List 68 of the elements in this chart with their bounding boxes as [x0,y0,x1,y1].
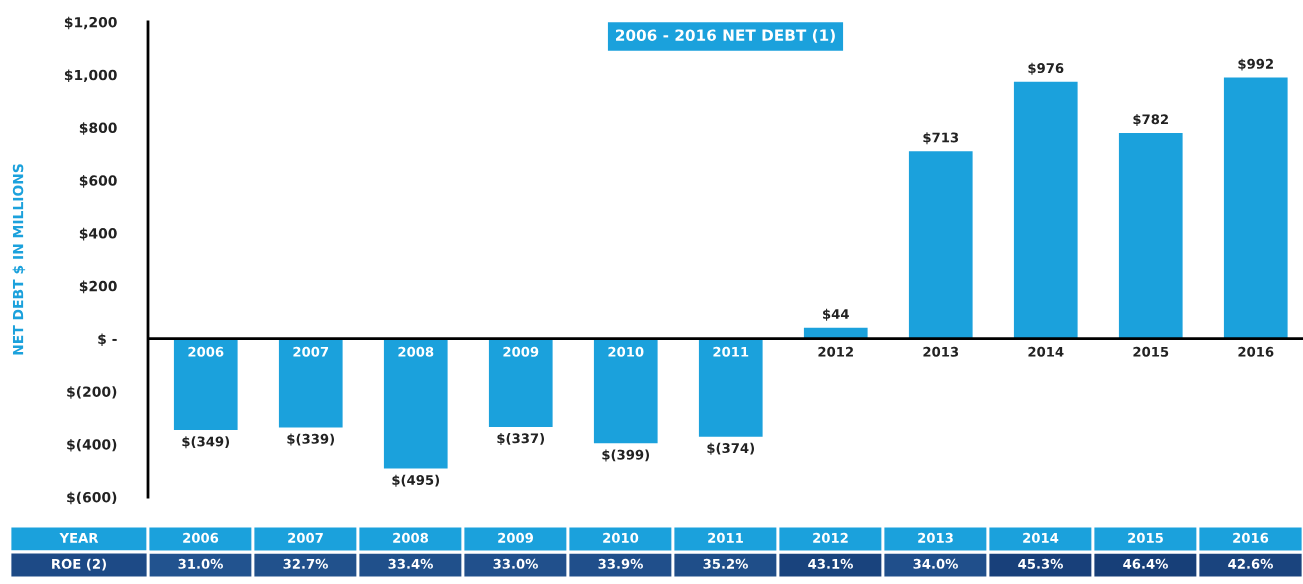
x-tick-label: 2013 [923,346,959,357]
x-tick-label: 2008 [393,532,429,543]
data-label: 43.1% [808,558,853,569]
data-label: 33.0% [493,558,538,569]
data-label: $782 [1133,114,1168,127]
y-tick-label: $600 [79,175,117,188]
data-label: $713 [923,132,959,145]
data-label: $976 [1028,62,1064,75]
x-axis-title: YEAR [59,533,99,543]
data-label: 31.0% [178,558,223,569]
y-axis-title: NET DEBT $ IN MILLIONS [12,164,26,355]
chart-title: 2006 - 2016 NET DEBT (1) [616,29,835,43]
x-tick-label: 2006 [188,346,224,357]
data-label: 45.3% [1018,558,1063,569]
bar [592,337,659,445]
bar [382,337,449,470]
x-tick-label: 2010 [603,532,639,543]
x-tick-label: 2011 [708,532,743,543]
x-tick-label: 2011 [713,346,749,357]
x-tick-label: 2013 [918,532,953,543]
data-label: $(337) [497,433,545,446]
data-label: 35.2% [703,558,748,569]
y-tick-label: ROE (2) [52,558,106,571]
data-label: $(349) [182,436,230,449]
x-tick-label: 2007 [288,532,323,543]
x-tick-label: 2007 [293,346,329,357]
y-tick-label: $(400) [67,438,117,452]
y-tick-label: $400 [79,227,117,241]
bar [1222,76,1289,340]
data-label: $(399) [602,449,650,462]
bar [697,337,764,439]
data-label: 32.7% [283,558,328,569]
data-label: $992 [1238,58,1273,71]
bar [277,337,344,429]
y-tick-label: $800 [79,122,117,135]
bar [1117,131,1184,340]
x-tick-label: 2009 [503,346,539,357]
data-label: $44 [823,308,849,321]
y-tick-label: $ - [98,333,117,346]
data-label: 34.0% [913,558,958,569]
y-tick-label: $1,200 [64,16,117,30]
x-tick-label: 2006 [183,532,219,543]
x-tick-label: 2015 [1133,346,1169,357]
y-tick-label: $(200) [67,386,117,399]
x-tick-label: 2014 [1023,532,1059,543]
data-label: $(339) [287,433,335,446]
data-label: 33.4% [388,558,433,569]
bar [907,149,974,340]
x-tick-label: 2012 [813,532,848,543]
x-tick-label: 2016 [1233,532,1269,543]
y-tick-label: $200 [79,280,117,294]
y-tick-label: $1,000 [64,69,117,83]
bar [172,337,239,432]
x-tick-label: 2015 [1128,532,1163,543]
data-label: $(495) [392,474,440,487]
bar [487,337,554,429]
y-tick-label: $(600) [67,491,117,505]
x-tick-label: 2010 [608,346,644,357]
x-tick-label: 2012 [818,346,853,357]
x-tick-label: 2009 [498,532,534,543]
bar [1012,80,1079,340]
data-label: 42.6% [1228,558,1273,569]
data-label: 46.4% [1123,558,1168,569]
x-tick-label: 2008 [398,346,434,357]
x-tick-label: 2016 [1238,346,1274,357]
x-tick-label: 2014 [1028,346,1064,357]
data-label: $(374) [707,442,755,455]
data-label: 33.9% [598,558,643,569]
